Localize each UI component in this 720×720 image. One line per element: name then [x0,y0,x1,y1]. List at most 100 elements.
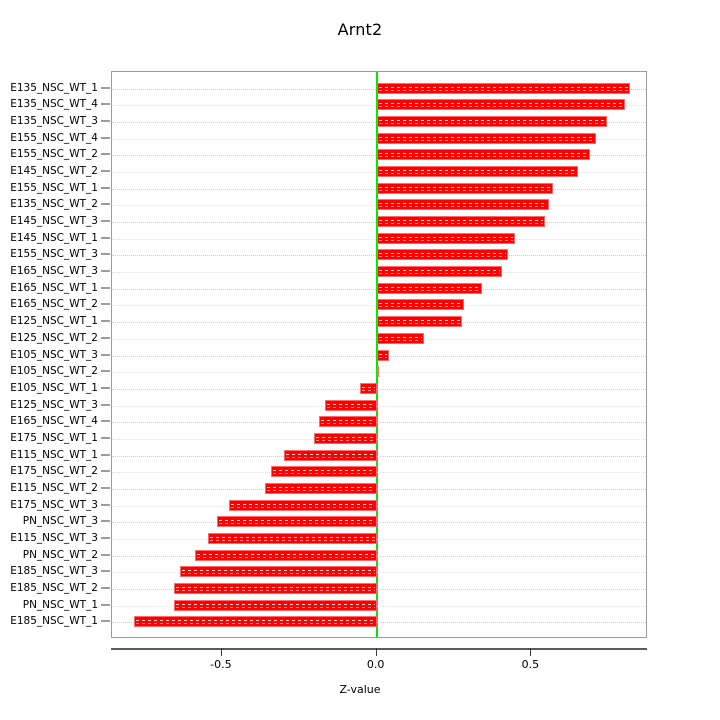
y-axis-tick [101,354,110,356]
y-axis-label: E105_NSC_WT_2 [10,365,98,377]
y-axis-tick [101,170,110,172]
x-axis-tick-label: -0.5 [210,658,232,671]
y-axis-label: E175_NSC_WT_1 [10,432,98,444]
bar[interactable] [376,199,550,210]
gridline [112,372,646,374]
y-axis-label: E135_NSC_WT_3 [10,115,98,127]
y-axis-label: E105_NSC_WT_1 [10,382,98,394]
bar[interactable] [207,533,377,544]
y-axis-label: E115_NSC_WT_2 [10,482,98,494]
gridline [112,389,646,391]
gridline [112,572,646,574]
bar[interactable] [264,483,377,494]
y-axis-tick [101,337,110,339]
y-axis-label: E145_NSC_WT_1 [10,232,98,244]
bar[interactable] [133,616,377,627]
gridline [112,439,646,441]
y-axis-label: E165_NSC_WT_3 [10,265,98,277]
y-axis-label: E155_NSC_WT_4 [10,132,98,144]
bar[interactable] [376,216,546,227]
x-axis-tick-label: 0.0 [366,658,385,671]
y-axis-label: E155_NSC_WT_3 [10,248,98,260]
bar[interactable] [194,550,377,561]
bar[interactable] [216,516,377,527]
gridline [112,539,646,541]
y-axis-tick [101,570,110,572]
plot-panel [111,71,647,638]
y-axis-tick [101,554,110,556]
gridline [112,522,646,524]
y-axis-label: E185_NSC_WT_3 [10,565,98,577]
y-axis-tick [101,437,110,439]
bar[interactable] [376,166,579,177]
y-axis-tick [101,303,110,305]
y-axis-tick [101,203,110,205]
y-axis-tick [101,470,110,472]
bar[interactable] [283,450,377,461]
bar[interactable] [376,83,631,94]
y-axis-tick [101,420,110,422]
y-axis-tick [101,103,110,105]
y-axis-label: E175_NSC_WT_3 [10,499,98,511]
y-axis-label: E125_NSC_WT_3 [10,399,98,411]
x-axis-title: Z-value [339,683,381,696]
bar[interactable] [270,466,377,477]
bar[interactable] [376,149,591,160]
y-axis-tick [101,487,110,489]
bar[interactable] [376,183,554,194]
y-axis-tick [101,454,110,456]
bar[interactable] [359,383,377,394]
y-axis-tick [101,287,110,289]
bar[interactable] [376,283,483,294]
y-axis-tick [101,220,110,222]
y-axis-label: E105_NSC_WT_3 [10,349,98,361]
y-axis-label: E115_NSC_WT_3 [10,532,98,544]
y-axis-label: E165_NSC_WT_2 [10,298,98,310]
y-axis-tick [101,187,110,189]
bar[interactable] [376,249,509,260]
y-axis-tick [101,270,110,272]
gridline [112,472,646,474]
y-axis-label: E135_NSC_WT_2 [10,198,98,210]
bar[interactable] [313,433,377,444]
y-axis-tick [101,620,110,622]
y-axis-tick [101,253,110,255]
y-axis-tick [101,587,110,589]
bar[interactable] [318,416,377,427]
bar[interactable] [376,333,424,344]
bar[interactable] [173,600,377,611]
y-axis-label: E145_NSC_WT_2 [10,165,98,177]
y-axis-tick [101,137,110,139]
x-axis: -0.5 0.0 0.5 [111,638,647,678]
bar[interactable] [376,316,463,327]
bar[interactable] [173,583,377,594]
gridline [112,606,646,608]
y-axis-tick [101,537,110,539]
bar[interactable] [376,99,626,110]
bar[interactable] [376,116,608,127]
y-axis-label: E185_NSC_WT_1 [10,615,98,627]
bar[interactable] [376,350,389,361]
y-axis-label: E135_NSC_WT_1 [10,82,98,94]
plot-area [112,72,646,637]
y-axis-label: E155_NSC_WT_1 [10,182,98,194]
bar[interactable] [376,266,503,277]
bar[interactable] [376,366,379,377]
y-axis-tick [101,387,110,389]
bar[interactable] [228,500,377,511]
y-axis-tick [101,604,110,606]
y-axis-label: E185_NSC_WT_2 [10,582,98,594]
y-axis-label: E175_NSC_WT_2 [10,465,98,477]
y-axis-label: E135_NSC_WT_4 [10,98,98,110]
gridline [112,622,646,624]
bar[interactable] [376,133,597,144]
bar[interactable] [376,233,516,244]
bar[interactable] [180,566,377,577]
chart-title: Arnt2 [337,20,383,39]
gridline [112,406,646,408]
bar[interactable] [324,400,377,411]
bar[interactable] [376,299,464,310]
x-axis-line [111,648,647,650]
y-axis-label: E165_NSC_WT_4 [10,415,98,427]
